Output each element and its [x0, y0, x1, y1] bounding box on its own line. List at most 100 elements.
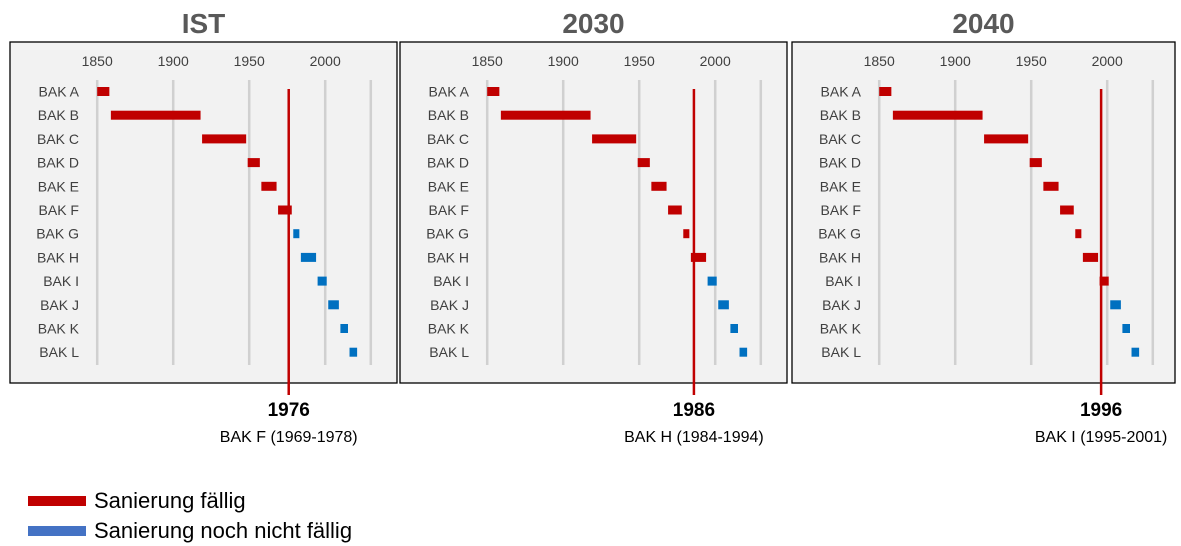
category-label: BAK B	[820, 107, 861, 123]
category-label: BAK K	[820, 321, 862, 337]
category-label: BAK G	[426, 226, 469, 242]
range-bar	[328, 300, 339, 310]
category-label: BAK A	[39, 84, 80, 100]
range-bar	[1110, 300, 1121, 310]
category-label: BAK D	[427, 155, 469, 171]
category-label: BAK G	[36, 226, 79, 242]
x-tick-label: 2000	[310, 53, 341, 69]
chart-panel	[9, 41, 398, 384]
category-label: BAK G	[818, 226, 861, 242]
x-tick-label: 1900	[940, 53, 971, 69]
legend-label-not-due: Sanierung noch nicht fällig	[94, 518, 353, 543]
range-bar	[668, 205, 682, 215]
range-bar	[340, 324, 348, 333]
x-tick-label: 1900	[548, 53, 579, 69]
range-bar	[984, 134, 1029, 144]
chart-title: 2030	[562, 8, 624, 39]
category-label: BAK D	[819, 155, 861, 171]
x-tick-label: 1950	[1016, 53, 1047, 69]
category-label: BAK I	[433, 273, 469, 289]
range-bar	[278, 205, 292, 215]
category-label: BAK F	[39, 202, 79, 218]
range-bar	[707, 276, 717, 286]
marker-caption: BAK H (1984-1994)	[624, 429, 764, 446]
range-bar	[1043, 181, 1059, 191]
range-bar	[1082, 252, 1099, 262]
range-bar	[1075, 229, 1082, 239]
x-tick-label: 1850	[82, 53, 113, 69]
category-label: BAK I	[43, 273, 79, 289]
category-label: BAK D	[37, 155, 79, 171]
range-bar	[718, 300, 729, 310]
category-label: BAK A	[429, 84, 470, 100]
x-tick-label: 1950	[624, 53, 655, 69]
range-bar	[683, 229, 690, 239]
x-tick-label: 1950	[234, 53, 265, 69]
category-label: BAK C	[37, 131, 79, 147]
x-tick-label: 1850	[864, 53, 895, 69]
marker-year-label: 1986	[673, 400, 715, 421]
marker-year-label: 1976	[268, 400, 310, 421]
range-bar	[637, 158, 650, 168]
legend-item-not-due: Sanierung noch nicht fällig	[28, 518, 352, 544]
range-bar	[690, 252, 707, 262]
x-tick-label: 1850	[472, 53, 503, 69]
marker-caption: BAK I (1995-2001)	[1035, 429, 1168, 446]
range-bar	[1122, 324, 1130, 333]
range-bar	[879, 87, 892, 96]
x-tick-label: 2000	[700, 53, 731, 69]
range-bar	[317, 276, 327, 286]
range-bar	[261, 181, 277, 191]
range-bar	[1060, 205, 1074, 215]
chart-title: IST	[182, 8, 226, 39]
marker-year-label: 1996	[1080, 400, 1122, 421]
category-label: BAK E	[38, 178, 79, 194]
range-bar	[1099, 276, 1109, 286]
category-label: BAK C	[819, 131, 861, 147]
category-label: BAK K	[38, 321, 80, 337]
range-bar	[300, 252, 317, 262]
category-label: BAK E	[428, 178, 469, 194]
category-label: BAK E	[820, 178, 861, 194]
category-label: BAK H	[819, 249, 861, 265]
range-bar	[97, 87, 110, 96]
chart-panel	[791, 41, 1176, 384]
category-label: BAK L	[39, 344, 79, 360]
range-bar	[651, 181, 667, 191]
category-label: BAK L	[821, 344, 861, 360]
range-bar	[349, 347, 358, 357]
category-label: BAK L	[429, 344, 469, 360]
category-label: BAK B	[428, 107, 469, 123]
x-tick-label: 1900	[158, 53, 189, 69]
category-label: BAK J	[40, 297, 79, 313]
category-label: BAK H	[427, 249, 469, 265]
range-bar	[1029, 158, 1042, 168]
range-bar	[500, 110, 591, 120]
category-label: BAK C	[427, 131, 469, 147]
range-bar	[739, 347, 748, 357]
range-bar	[892, 110, 983, 120]
chart-title: 2040	[952, 8, 1014, 39]
range-bar	[247, 158, 260, 168]
range-bar	[487, 87, 500, 96]
category-label: BAK B	[38, 107, 79, 123]
range-bar	[293, 229, 300, 239]
category-label: BAK A	[821, 84, 862, 100]
range-bar	[202, 134, 247, 144]
range-bar	[592, 134, 637, 144]
legend-swatch-due	[28, 496, 86, 506]
legend-swatch-not-due	[28, 526, 86, 536]
legend-item-due: Sanierung fällig	[28, 488, 246, 514]
x-tick-label: 2000	[1092, 53, 1123, 69]
category-label: BAK F	[429, 202, 469, 218]
range-bar	[110, 110, 201, 120]
range-bar	[1131, 347, 1140, 357]
category-label: BAK K	[428, 321, 470, 337]
marker-caption: BAK F (1969-1978)	[220, 429, 358, 446]
chart-panel	[399, 41, 788, 384]
category-label: BAK F	[821, 202, 861, 218]
category-label: BAK H	[37, 249, 79, 265]
range-bar	[730, 324, 738, 333]
category-label: BAK J	[822, 297, 861, 313]
